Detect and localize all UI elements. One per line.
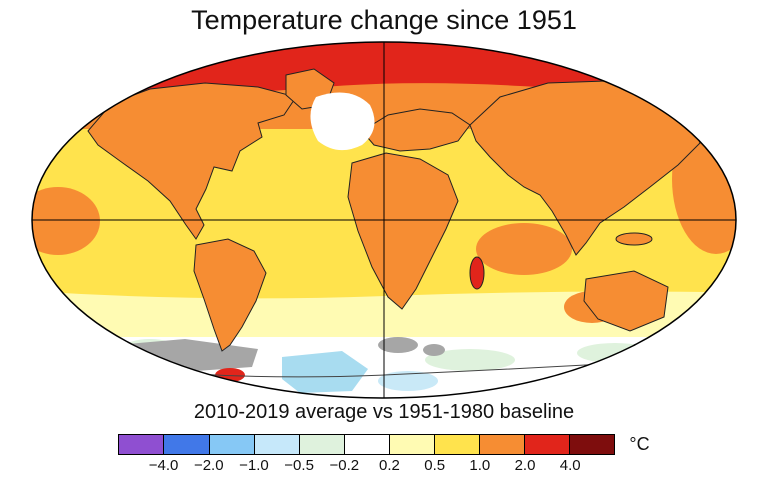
colorbar-tick-label: −0.5 [284,457,314,474]
unit-label: °C [629,434,650,454]
antarctic-cold-patch [378,371,438,391]
colorbar-segment [480,435,526,454]
southern-palegreen-patch [577,343,653,363]
colorbar-tick-label: 1.0 [469,457,491,474]
colorbar-segment [254,435,300,454]
colorbar-tick-label: 0.2 [379,457,400,474]
antarctic-cold-patch [282,351,368,393]
colorbar [118,434,616,455]
southern-palegreen-patch [644,351,696,369]
islands-indonesia [615,232,653,246]
legend: −4.0 −2.0 −1.0 −0.5 −0.2 0.2 0.5 1.0 2.0 4.0 °C [0,434,768,474]
continent-africa [347,152,459,310]
colorbar-tick-label: 4.0 [559,457,581,474]
colorbar-tick-label: −0.2 [329,457,360,474]
colorbar-tick-label: −2.0 [193,457,224,474]
colorbar-segment [525,435,571,454]
continent-north-america [87,82,297,240]
colorbar-segment [299,435,345,454]
colorbar-tick-label: 0.5 [424,457,446,474]
north-atlantic-cool-patch [310,92,375,151]
map-outline [31,41,737,399]
colorbar-segment [119,435,165,454]
figure-title: Temperature change since 1951 [191,5,577,35]
colorbar-segment [389,435,436,454]
no-data-gray-patch [423,344,445,356]
west-pacific-warm-patch [672,104,736,254]
colorbar-segment [164,435,210,454]
no-data-gray-patch [378,337,418,353]
figure-subtitle: 2010-2019 average vs 1951-1980 baseline [193,401,575,423]
colorbar-tick-label: 2.0 [514,457,536,474]
island-madagascar [469,256,485,290]
colorbar-tick-label: −4.0 [148,457,179,474]
colorbar-segment [435,435,481,454]
colorbar-segment [209,435,255,454]
continent-europe [361,108,471,152]
colorbar-tick-label: −1.0 [239,457,269,474]
continent-south-america [193,238,267,352]
colorbar-ticks: −4.0 −2.0 −1.0 −0.5 −0.2 0.2 0.5 1.0 2.0 4.0 [118,455,615,474]
continent-australia [583,270,669,332]
world-map [31,41,737,399]
southern-palegreen-patch [425,349,515,371]
colorbar-segment [344,435,390,454]
indian-ocean-warm-patch [476,223,572,275]
colorbar-segment [570,435,615,454]
pacific-warm-patch [32,187,100,255]
colorbar-wrap: −4.0 −2.0 −1.0 −0.5 −0.2 0.2 0.5 1.0 2.0 4.0 [118,434,616,474]
